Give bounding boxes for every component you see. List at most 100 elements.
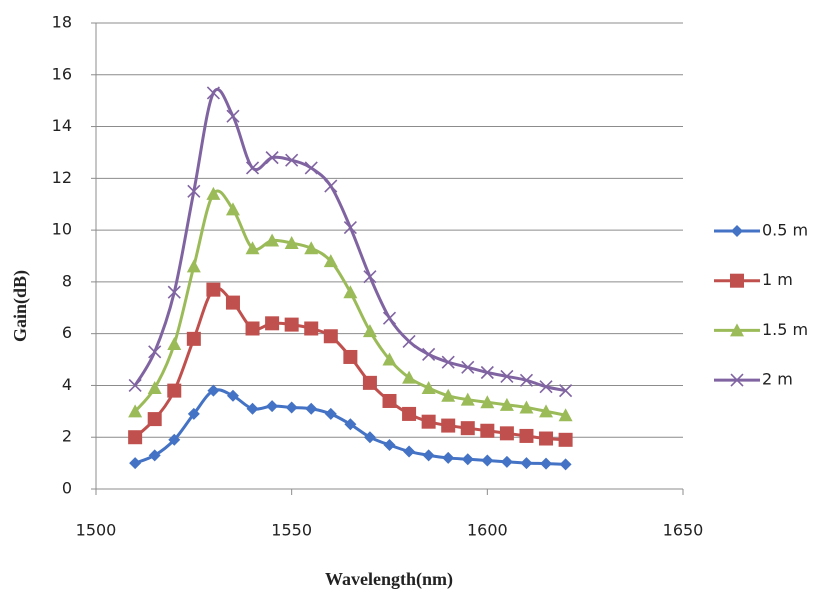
marker bbox=[265, 233, 280, 247]
marker bbox=[480, 395, 495, 409]
marker bbox=[167, 337, 182, 351]
marker bbox=[539, 380, 553, 394]
marker bbox=[520, 457, 533, 470]
marker bbox=[147, 412, 162, 427]
marker bbox=[480, 365, 494, 380]
marker bbox=[442, 451, 455, 464]
marker bbox=[441, 355, 455, 369]
marker bbox=[558, 432, 573, 447]
marker bbox=[129, 457, 142, 470]
marker bbox=[128, 378, 142, 393]
marker bbox=[324, 407, 337, 420]
marker bbox=[167, 383, 182, 398]
marker bbox=[730, 373, 744, 387]
marker bbox=[128, 404, 143, 418]
y-tick-label: 16 bbox=[52, 64, 72, 83]
y-tick-label: 12 bbox=[52, 168, 72, 187]
marker bbox=[147, 381, 162, 395]
marker bbox=[519, 373, 534, 387]
marker bbox=[461, 453, 474, 466]
marker bbox=[343, 220, 357, 235]
marker bbox=[500, 455, 513, 468]
marker bbox=[382, 352, 397, 366]
marker bbox=[421, 381, 436, 395]
marker bbox=[461, 360, 475, 374]
marker bbox=[226, 389, 239, 402]
y-tick-label: 2 bbox=[62, 427, 72, 446]
marker bbox=[540, 457, 553, 470]
marker bbox=[421, 414, 436, 429]
marker bbox=[343, 285, 358, 299]
y-tick-label: 10 bbox=[52, 220, 72, 239]
marker bbox=[344, 418, 357, 431]
marker bbox=[539, 431, 554, 446]
marker bbox=[305, 402, 318, 415]
marker bbox=[187, 184, 201, 198]
x-tick-label: 1550 bbox=[271, 521, 312, 540]
marker bbox=[284, 236, 299, 250]
series-line bbox=[133, 88, 566, 393]
marker bbox=[730, 323, 744, 337]
marker bbox=[731, 225, 743, 237]
marker bbox=[422, 449, 435, 462]
x-axis-title: Wavelength(nm) bbox=[325, 569, 453, 590]
marker bbox=[206, 186, 221, 200]
marker bbox=[245, 161, 260, 175]
marker bbox=[265, 316, 280, 331]
legend-label: 2 m bbox=[762, 370, 793, 389]
marker bbox=[225, 295, 240, 310]
marker bbox=[460, 392, 475, 406]
y-tick-label: 0 bbox=[62, 479, 72, 498]
marker bbox=[441, 418, 456, 433]
y-tick-label: 8 bbox=[62, 271, 72, 290]
marker bbox=[304, 241, 319, 255]
marker bbox=[382, 311, 397, 325]
marker bbox=[304, 161, 318, 175]
marker bbox=[403, 445, 416, 458]
marker bbox=[186, 259, 201, 273]
legend-label: 0.5 m bbox=[762, 221, 808, 240]
marker bbox=[304, 321, 319, 336]
marker bbox=[128, 430, 143, 445]
legend-label: 1 m bbox=[762, 270, 793, 289]
marker bbox=[499, 426, 514, 441]
marker bbox=[363, 431, 376, 444]
marker bbox=[383, 438, 396, 451]
marker bbox=[285, 153, 299, 167]
marker bbox=[363, 270, 377, 284]
y-tick-label: 4 bbox=[62, 375, 72, 394]
marker bbox=[226, 109, 240, 123]
marker bbox=[519, 400, 534, 414]
marker bbox=[324, 179, 338, 193]
marker bbox=[206, 282, 221, 297]
x-tick-label: 1650 bbox=[663, 521, 704, 540]
marker bbox=[402, 370, 417, 384]
marker bbox=[246, 402, 259, 415]
marker bbox=[441, 388, 456, 402]
y-axis-title: Gain(dB) bbox=[10, 270, 31, 342]
marker bbox=[362, 375, 377, 390]
marker bbox=[245, 241, 260, 255]
marker bbox=[343, 349, 358, 364]
marker bbox=[285, 401, 298, 414]
marker bbox=[558, 408, 573, 422]
x-tick-label: 1500 bbox=[76, 521, 117, 540]
legend-label: 1.5 m bbox=[762, 320, 808, 339]
marker bbox=[402, 406, 417, 421]
marker bbox=[480, 423, 495, 438]
marker bbox=[323, 254, 338, 268]
marker bbox=[206, 86, 220, 100]
marker bbox=[730, 273, 744, 288]
marker bbox=[225, 202, 240, 216]
marker bbox=[207, 384, 220, 397]
marker bbox=[460, 421, 475, 436]
marker bbox=[167, 285, 181, 299]
marker bbox=[362, 324, 377, 338]
marker bbox=[559, 384, 573, 398]
marker bbox=[148, 345, 162, 359]
marker bbox=[168, 433, 181, 446]
marker bbox=[186, 331, 201, 346]
marker bbox=[266, 400, 279, 413]
y-tick-label: 18 bbox=[52, 13, 72, 32]
